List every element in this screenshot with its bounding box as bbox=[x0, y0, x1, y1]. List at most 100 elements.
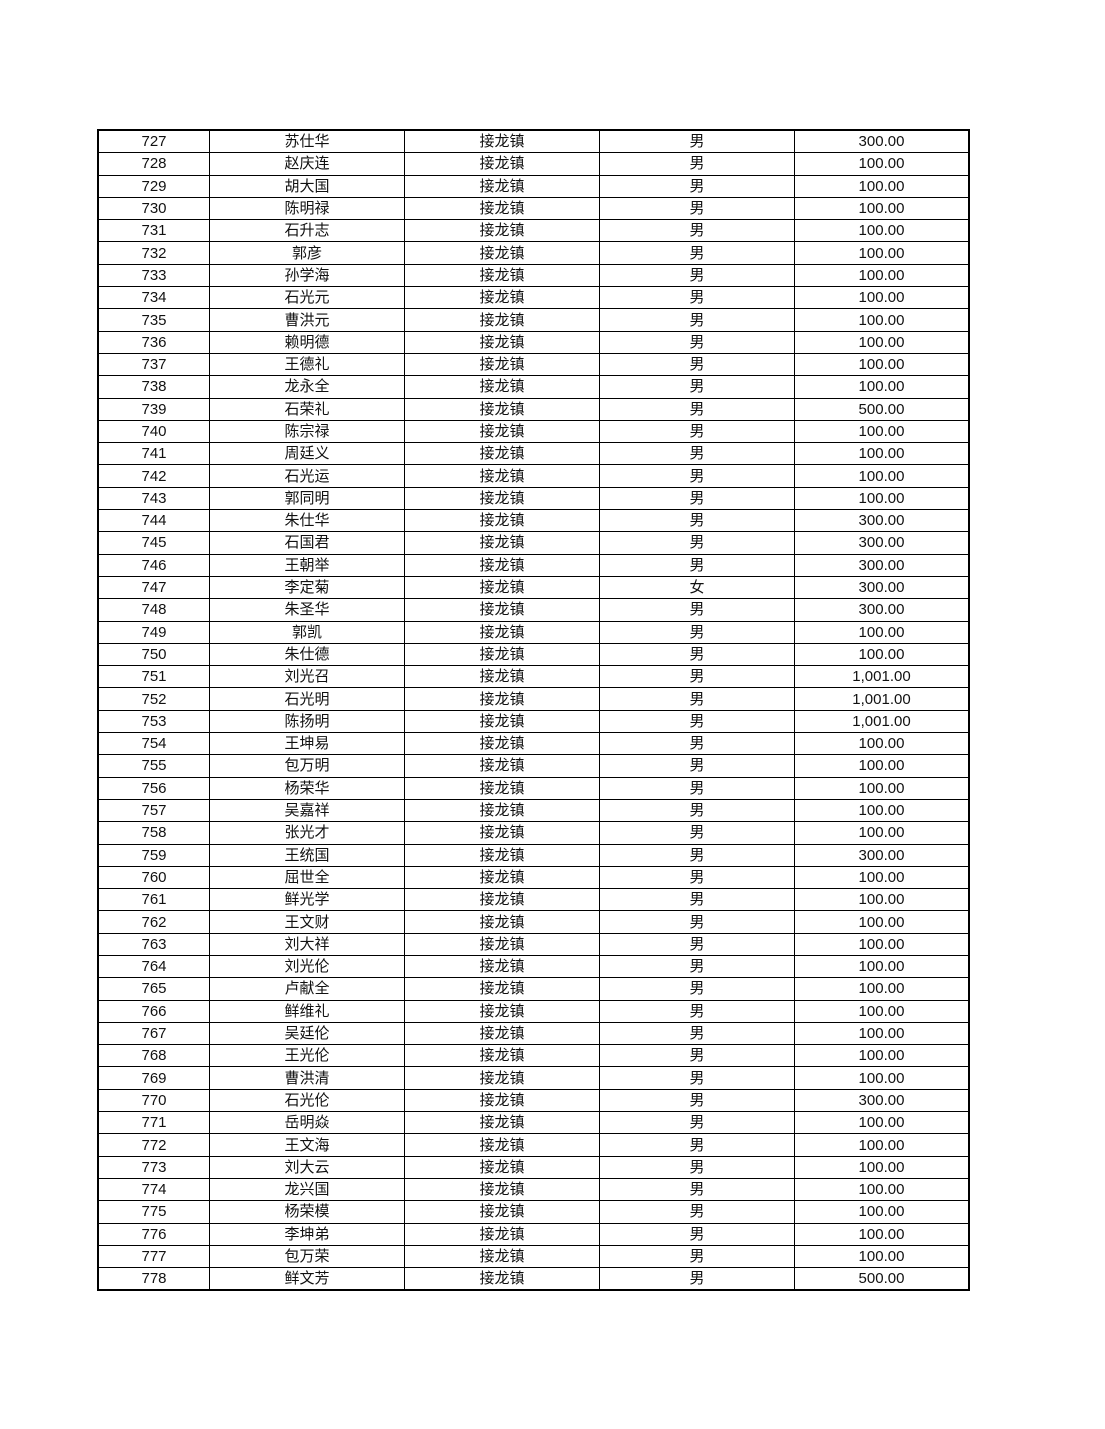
town-cell: 接龙镇 bbox=[404, 129, 600, 154]
row-number-cell: 769 bbox=[97, 1066, 210, 1090]
person-name-cell: 苏仕华 bbox=[209, 129, 405, 154]
town-cell: 接龙镇 bbox=[404, 1066, 600, 1090]
amount-cell: 100.00 bbox=[794, 1133, 970, 1157]
town-cell: 接龙镇 bbox=[404, 932, 600, 956]
row-number-cell: 755 bbox=[97, 754, 210, 778]
gender-cell: 男 bbox=[599, 442, 795, 466]
gender-cell: 男 bbox=[599, 821, 795, 845]
table-row: 774 龙兴国 接龙镇男 100.00 bbox=[97, 1177, 970, 1202]
person-name-cell: 鲜光学 bbox=[209, 888, 405, 912]
person-name-cell: 孙学海 bbox=[209, 263, 405, 288]
row-number-cell: 754 bbox=[97, 732, 210, 756]
gender-cell: 男 bbox=[599, 1200, 795, 1224]
amount-cell: 1,001.00 bbox=[794, 709, 970, 734]
town-cell: 接龙镇 bbox=[404, 1111, 600, 1135]
person-name-cell: 鲜维礼 bbox=[209, 999, 405, 1023]
town-cell: 接龙镇 bbox=[404, 486, 600, 511]
table-row: 730 陈明禄 接龙镇男 100.00 bbox=[97, 196, 970, 221]
person-name-cell: 吴嘉祥 bbox=[209, 798, 405, 823]
row-number-cell: 739 bbox=[97, 397, 210, 421]
amount-cell: 300.00 bbox=[794, 598, 970, 622]
amount-cell: 100.00 bbox=[794, 910, 970, 934]
town-cell: 接龙镇 bbox=[404, 419, 600, 444]
town-cell: 接龙镇 bbox=[404, 286, 600, 310]
amount-cell: 100.00 bbox=[794, 932, 970, 956]
person-name-cell: 石光元 bbox=[209, 286, 405, 310]
row-number-cell: 742 bbox=[97, 464, 210, 488]
gender-cell: 男 bbox=[599, 865, 795, 890]
row-number-cell: 737 bbox=[97, 352, 210, 377]
town-cell: 接龙镇 bbox=[404, 1021, 600, 1046]
table-row: 743 郭同明 接龙镇男 100.00 bbox=[97, 486, 970, 511]
row-number-cell: 763 bbox=[97, 932, 210, 956]
person-name-cell: 刘光召 bbox=[209, 665, 405, 689]
person-name-cell: 胡大国 bbox=[209, 174, 405, 198]
person-name-cell: 赖明德 bbox=[209, 330, 405, 354]
row-number-cell: 765 bbox=[97, 977, 210, 1001]
town-cell: 接龙镇 bbox=[404, 620, 600, 644]
table-row: 737 王德礼 接龙镇男 100.00 bbox=[97, 352, 970, 377]
amount-cell: 1,001.00 bbox=[794, 687, 970, 711]
town-cell: 接龙镇 bbox=[404, 1133, 600, 1157]
person-name-cell: 周廷义 bbox=[209, 442, 405, 466]
table-row: 771 岳明焱 接龙镇男 100.00 bbox=[97, 1111, 970, 1135]
row-number-cell: 747 bbox=[97, 575, 210, 600]
row-number-cell: 738 bbox=[97, 375, 210, 399]
amount-cell: 100.00 bbox=[794, 1155, 970, 1179]
gender-cell: 男 bbox=[599, 1044, 795, 1068]
town-cell: 接龙镇 bbox=[404, 1222, 600, 1246]
row-number-cell: 758 bbox=[97, 821, 210, 845]
gender-cell: 男 bbox=[599, 397, 795, 421]
table-row: 752 石光明 接龙镇男 1,001.00 bbox=[97, 687, 970, 711]
person-name-cell: 杨荣华 bbox=[209, 776, 405, 800]
gender-cell: 男 bbox=[599, 709, 795, 734]
amount-cell: 100.00 bbox=[794, 977, 970, 1001]
row-number-cell: 757 bbox=[97, 798, 210, 823]
amount-cell: 100.00 bbox=[794, 642, 970, 667]
amount-cell: 100.00 bbox=[794, 999, 970, 1023]
table-row: 758 张光才 接龙镇男 100.00 bbox=[97, 821, 970, 845]
amount-cell: 100.00 bbox=[794, 241, 970, 265]
amount-cell: 100.00 bbox=[794, 196, 970, 221]
row-number-cell: 774 bbox=[97, 1177, 210, 1202]
table-row: 745 石国君 接龙镇男 300.00 bbox=[97, 531, 970, 555]
gender-cell: 男 bbox=[599, 1267, 795, 1291]
gender-cell: 男 bbox=[599, 1222, 795, 1246]
gender-cell: 男 bbox=[599, 620, 795, 644]
gender-cell: 男 bbox=[599, 1244, 795, 1269]
row-number-cell: 760 bbox=[97, 865, 210, 890]
person-name-cell: 鲜文芳 bbox=[209, 1267, 405, 1291]
person-name-cell: 陈宗禄 bbox=[209, 419, 405, 444]
person-name-cell: 石光运 bbox=[209, 464, 405, 488]
person-name-cell: 刘大祥 bbox=[209, 932, 405, 956]
row-number-cell: 748 bbox=[97, 598, 210, 622]
row-number-cell: 761 bbox=[97, 888, 210, 912]
amount-cell: 100.00 bbox=[794, 1244, 970, 1269]
amount-cell: 100.00 bbox=[794, 954, 970, 979]
table-row: 763 刘大祥 接龙镇男 100.00 bbox=[97, 932, 970, 956]
person-name-cell: 包万荣 bbox=[209, 1244, 405, 1269]
town-cell: 接龙镇 bbox=[404, 241, 600, 265]
person-name-cell: 陈扬明 bbox=[209, 709, 405, 734]
amount-cell: 100.00 bbox=[794, 308, 970, 332]
row-number-cell: 744 bbox=[97, 509, 210, 533]
town-cell: 接龙镇 bbox=[404, 442, 600, 466]
amount-cell: 100.00 bbox=[794, 375, 970, 399]
row-number-cell: 749 bbox=[97, 620, 210, 644]
row-number-cell: 768 bbox=[97, 1044, 210, 1068]
town-cell: 接龙镇 bbox=[404, 642, 600, 667]
person-name-cell: 龙永全 bbox=[209, 375, 405, 399]
amount-cell: 100.00 bbox=[794, 888, 970, 912]
person-name-cell: 王统国 bbox=[209, 843, 405, 867]
person-name-cell: 岳明焱 bbox=[209, 1111, 405, 1135]
table-row: 749 郭凯 接龙镇男 100.00 bbox=[97, 620, 970, 644]
gender-cell: 男 bbox=[599, 308, 795, 332]
gender-cell: 男 bbox=[599, 665, 795, 689]
row-number-cell: 773 bbox=[97, 1155, 210, 1179]
amount-cell: 100.00 bbox=[794, 732, 970, 756]
table-row: 769 曹洪清 接龙镇男 100.00 bbox=[97, 1066, 970, 1090]
gender-cell: 男 bbox=[599, 375, 795, 399]
row-number-cell: 762 bbox=[97, 910, 210, 934]
amount-cell: 100.00 bbox=[794, 419, 970, 444]
person-name-cell: 朱仕德 bbox=[209, 642, 405, 667]
